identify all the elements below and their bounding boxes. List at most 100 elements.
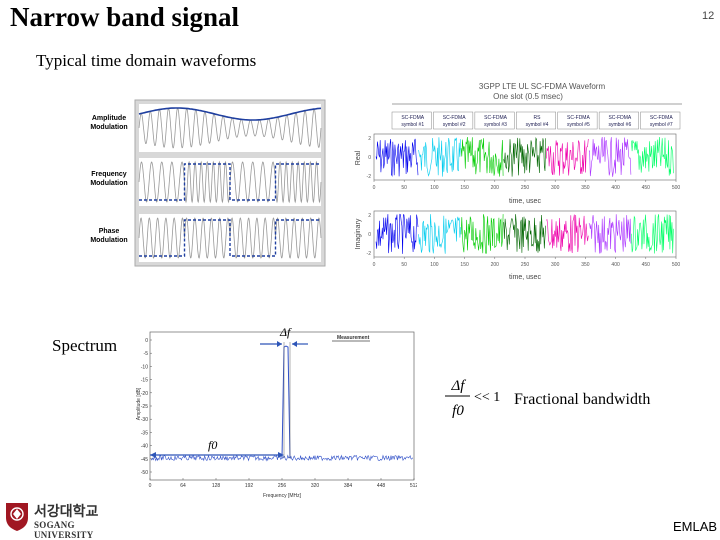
page-number: 12 — [702, 10, 715, 22]
spectrum-ytick-label: -15 — [141, 378, 148, 384]
spectrum-ytick-label: -10 — [141, 364, 148, 370]
spectrum-xtick-label: 384 — [344, 483, 353, 489]
mod-label-fm-1: Frequency — [91, 171, 127, 178]
spectrum-xtick-label: 512 — [410, 483, 417, 489]
lte-symbol-label: SC-FDMA — [567, 115, 590, 121]
lte-xlabel-top: time, usec — [509, 198, 541, 205]
spectrum-label: Spectrum — [52, 336, 118, 355]
lte-xtick-label: 200 — [491, 262, 500, 268]
university-korean-name: 서강대학교 — [34, 504, 99, 520]
f0-label: f0 — [208, 438, 217, 452]
lte-symbol-box — [391, 111, 432, 130]
lte-symbol-box — [598, 111, 639, 130]
mod-label-pm-2: Modulation — [90, 237, 127, 244]
lte-symbol-trace — [375, 138, 419, 177]
formula-denominator: f0 — [452, 403, 464, 419]
lte-xtick-label: 350 — [581, 185, 590, 191]
spectrum-ytick-label: -35 — [141, 430, 148, 436]
lte-symbol-sublabel: symbol #1 — [401, 122, 424, 128]
footer-emlab: EMLAB — [673, 519, 718, 534]
lte-symbol-sublabel: symbol #6 — [608, 122, 631, 128]
lte-xtick-label: 300 — [551, 185, 560, 191]
lte-title-line2: One slot (0.5 msec) — [493, 92, 563, 101]
lte-xtick-label: 400 — [611, 185, 620, 191]
spectrum-ytick-label: 0 — [145, 338, 148, 344]
lte-symbol-trace — [503, 214, 546, 253]
spectrum-ytick-label: -30 — [141, 417, 148, 423]
lte-symbol-trace — [460, 214, 504, 254]
lte-xtick-label: 500 — [672, 262, 681, 268]
lte-xtick-label: 100 — [430, 185, 439, 191]
lte-xtick-label: 350 — [581, 262, 590, 268]
lte-title-line1: 3GPP LTE UL SC-FDMA Waveform — [479, 82, 606, 91]
lte-xtick-label: 300 — [551, 262, 560, 268]
lte-symbol-label: SC-FDMA — [608, 115, 631, 121]
spectrum-ytick-label: -5 — [144, 351, 149, 357]
lte-imag-ylabel: Imaginary — [355, 218, 362, 249]
spectrum-xtick-label: 320 — [311, 483, 320, 489]
spectrum-ytick-label: -25 — [141, 404, 148, 410]
lte-symbol-trace — [588, 214, 632, 254]
lte-symbol-box — [516, 111, 556, 130]
lte-real-ylabel: Real — [355, 150, 362, 165]
spectrum-ytick-label: -20 — [141, 391, 148, 397]
delta-f-label: Δf — [279, 325, 292, 339]
lte-symbol-label: SC-FDMA — [401, 115, 424, 121]
lte-symbol-box — [474, 111, 515, 130]
lte-xlabel-bottom: time, usec — [509, 274, 541, 281]
lte-symbol-trace — [588, 136, 632, 177]
spectrum-ytick-label: -50 — [141, 470, 148, 476]
spectrum-figure: 0 64 128 192 256 320 384 448 512 0 -5 -10 -15 -20 -25 -… — [136, 325, 417, 499]
lte-symbol-label: SC-FDMA — [443, 115, 466, 121]
lte-xtick-label: 250 — [521, 262, 530, 268]
spectrum-xtick-label: 192 — [245, 483, 254, 489]
lte-symbol-label: SC-FDMA — [484, 115, 507, 121]
lte-xtick-label: 450 — [642, 262, 651, 268]
spectrum-xtick-label: 128 — [212, 483, 221, 489]
lte-symbol-box — [433, 111, 474, 130]
lte-symbol-trace — [503, 137, 546, 177]
spectrum-legend: Measurement — [337, 335, 370, 341]
lte-xtick-label: 100 — [430, 262, 439, 268]
lte-xtick-label: 0 — [373, 262, 376, 268]
lte-symbol-trace — [631, 136, 674, 176]
mod-envelope — [138, 107, 322, 121]
spectrum-ytick-label: -45 — [141, 457, 148, 463]
university-english-name: SOGANG UNIVERSITY — [34, 520, 94, 540]
lte-xtick-label: 50 — [401, 185, 407, 191]
university-seal-icon — [6, 503, 28, 531]
lte-waveform-figure: 3GPP LTE UL SC-FDMA Waveform One slot (0… — [355, 82, 682, 281]
formula-numerator: Δf — [451, 378, 467, 394]
mod-label-fm-2: Modulation — [90, 180, 127, 187]
lte-xtick-label: 450 — [642, 185, 651, 191]
lte-xtick-label: 150 — [460, 262, 469, 268]
lte-symbol-sublabel: symbol #2 — [443, 122, 466, 128]
slide-title: Narrow band signal — [10, 2, 240, 32]
lte-xtick-label: 500 — [672, 185, 681, 191]
lte-symbol-box — [640, 111, 681, 130]
lte-xtick-label: 150 — [460, 185, 469, 191]
subtitle: Typical time domain waveforms — [36, 51, 257, 70]
lte-ytick-label: 2 — [368, 136, 371, 142]
spectrum-xlabel: Frequency [MHz] — [263, 493, 302, 499]
mod-label-am-2: Modulation — [90, 124, 127, 131]
lte-symbol-sublabel: symbol #5 — [567, 122, 590, 128]
lte-symbol-sublabel: symbol #4 — [526, 122, 549, 128]
spectrum-xtick-label: 256 — [278, 483, 287, 489]
mod-carrier-wave — [138, 107, 322, 149]
lte-xtick-label: 0 — [373, 185, 376, 191]
spectrum-ylabel: Amplitude [dB] — [136, 387, 142, 420]
lte-xtick-label: 250 — [521, 185, 530, 191]
mod-message-square — [139, 163, 321, 201]
university-logo: 서강대학교 SOGANG UNIVERSITY — [4, 500, 124, 540]
lte-symbol-label: RS — [534, 115, 542, 121]
lte-symbol-sublabel: symbol #7 — [650, 122, 673, 128]
spectrum-noise-floor — [150, 454, 413, 462]
fractional-bandwidth-label: Fractional bandwidth — [514, 391, 651, 408]
lte-symbol-trace — [546, 214, 589, 254]
lte-symbol-trace — [375, 213, 419, 254]
lte-xtick-label: 400 — [611, 262, 620, 268]
lte-symbol-trace — [418, 137, 461, 177]
lte-symbol-label: SC-FDMA — [650, 115, 673, 121]
mod-label-am-1: Amplitude — [92, 115, 126, 122]
